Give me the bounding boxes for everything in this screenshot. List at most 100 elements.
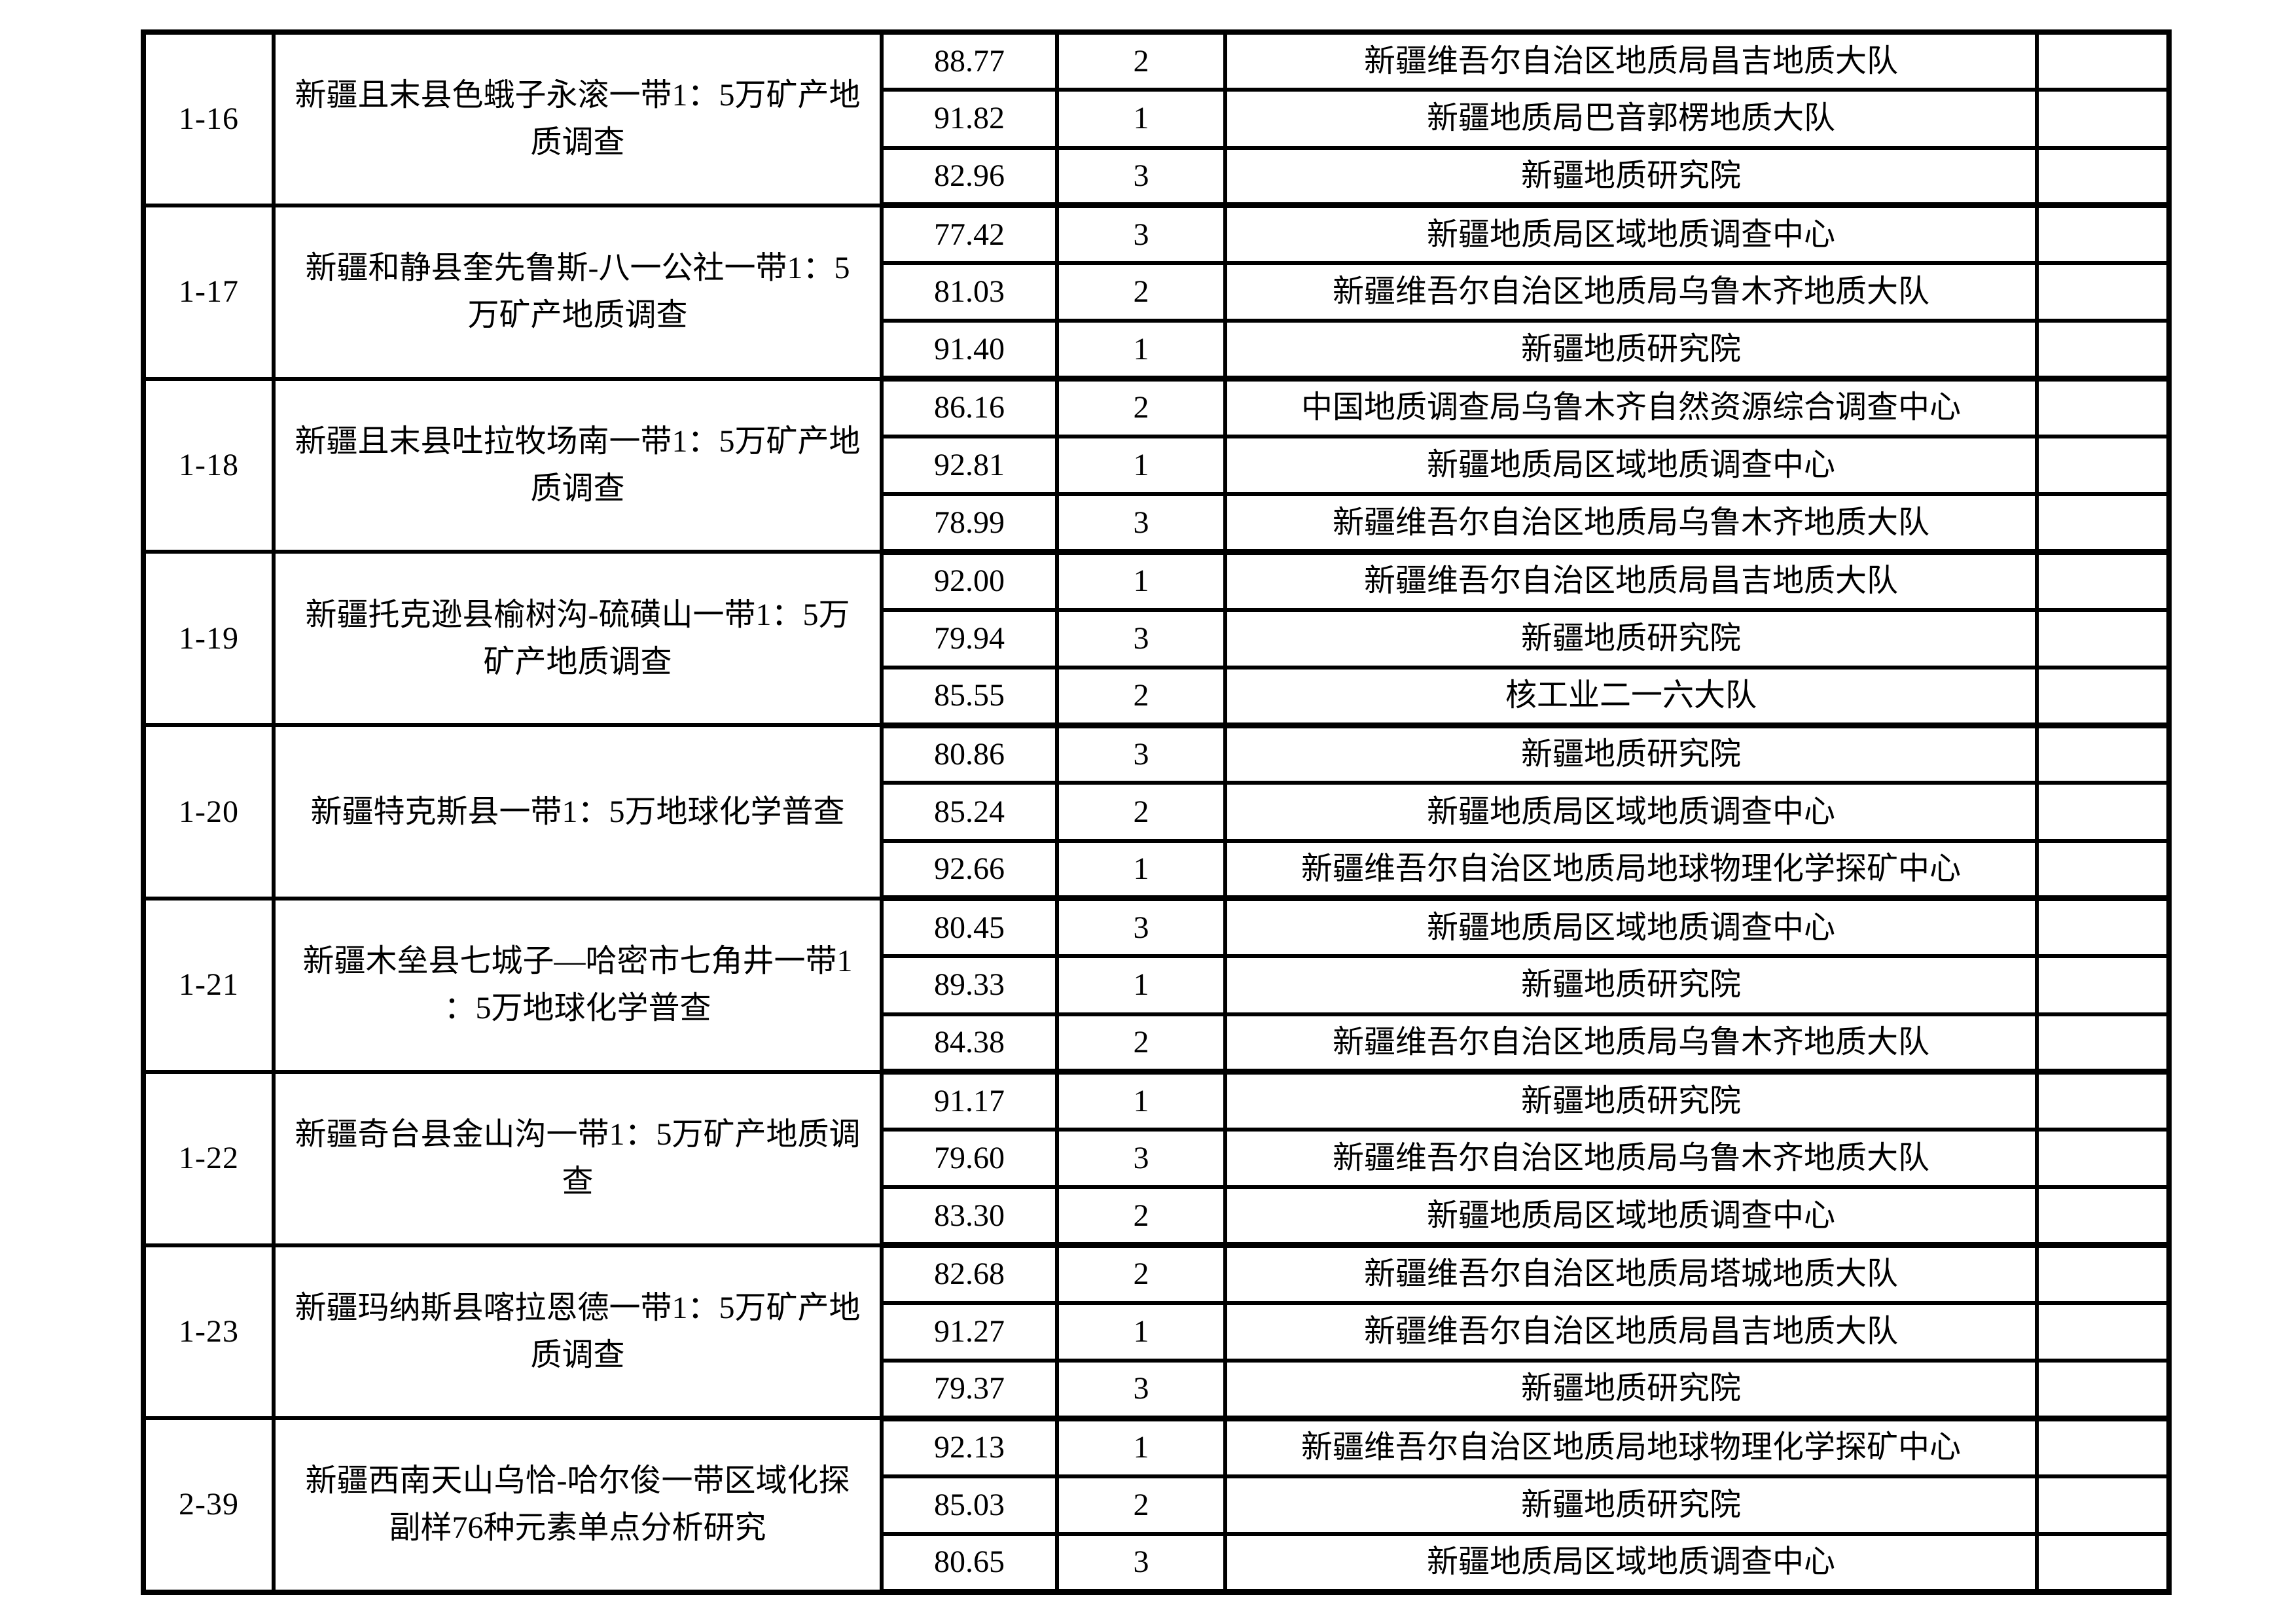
score-cell: 88.77 xyxy=(880,29,1059,92)
score-cell: 86.16 xyxy=(880,376,1059,438)
project-name-cell: 新疆且末县吐拉牧场南一带1：5万矿产地 质调查 xyxy=(272,376,884,554)
org-cell: 新疆维吾尔自治区地质局塔城地质大队 xyxy=(1223,1243,2039,1305)
remark-cell xyxy=(2035,376,2171,438)
remark-cell xyxy=(2035,665,2171,728)
rank-cell: 2 xyxy=(1055,376,1227,438)
project-name-cell: 新疆木垒县七城子—哈密市七角井一带1 ：5万地球化学普查 xyxy=(272,896,884,1074)
org-cell: 新疆维吾尔自治区地质局乌鲁木齐地质大队 xyxy=(1223,1128,2039,1190)
table-row: 91.82 1 新疆地质局巴音郭楞地质大队 xyxy=(143,88,2171,150)
rank-cell: 3 xyxy=(1055,607,1227,669)
project-id-cell: 1-20 xyxy=(141,723,276,901)
org-cell: 新疆地质研究院 xyxy=(1223,1359,2039,1421)
score-cell: 79.60 xyxy=(880,1128,1059,1190)
org-cell: 新疆维吾尔自治区地质局乌鲁木齐地质大队 xyxy=(1223,261,2039,323)
rank-cell: 2 xyxy=(1055,1243,1227,1305)
project-name-cell: 新疆奇台县金山沟一带1：5万矿产地质调 查 xyxy=(272,1069,884,1247)
remark-cell xyxy=(2035,550,2171,612)
org-cell: 中国地质调查局乌鲁木齐自然资源综合调查中心 xyxy=(1223,376,2039,438)
score-cell: 91.82 xyxy=(880,88,1059,150)
table-row: 83.30 2 新疆地质局区域地质调查中心 xyxy=(143,1185,2171,1249)
score-cell: 92.13 xyxy=(880,1416,1059,1478)
rank-cell: 3 xyxy=(1055,896,1227,959)
project-name-cell: 新疆玛纳斯县喀拉恩德一带1：5万矿产地 质调查 xyxy=(272,1243,884,1421)
org-cell: 新疆维吾尔自治区地质局乌鲁木齐地质大队 xyxy=(1223,492,2039,555)
org-cell: 新疆地质局区域地质调查中心 xyxy=(1223,1531,2039,1595)
score-cell: 92.66 xyxy=(880,838,1059,902)
remark-cell xyxy=(2035,1069,2171,1132)
score-cell: 92.81 xyxy=(880,434,1059,497)
org-cell: 新疆维吾尔自治区地质局地球物理化学探矿中心 xyxy=(1223,838,2039,902)
score-cell: 85.55 xyxy=(880,665,1059,728)
rank-cell: 1 xyxy=(1055,434,1227,497)
rank-cell: 1 xyxy=(1055,838,1227,902)
project-name-cell: 新疆西南天山乌恰-哈尔俊一带区域化探 副样76种元素单点分析研究 xyxy=(272,1416,884,1594)
table-row: 79.60 3 新疆维吾尔自治区地质局乌鲁木齐地质大队 xyxy=(143,1128,2171,1190)
score-cell: 91.17 xyxy=(880,1069,1059,1132)
remark-cell xyxy=(2035,1012,2171,1075)
score-cell: 79.37 xyxy=(880,1359,1059,1421)
project-id-cell: 1-17 xyxy=(141,203,276,381)
table-row: 79.37 3 新疆地质研究院 xyxy=(143,1359,2171,1421)
org-cell: 新疆维吾尔自治区地质局地球物理化学探矿中心 xyxy=(1223,1416,2039,1478)
project-id-cell: 2-39 xyxy=(141,1416,276,1594)
remark-cell xyxy=(2035,607,2171,669)
project-name-cell: 新疆和静县奎先鲁斯-八一公社一带1：5 万矿产地质调查 xyxy=(272,203,884,381)
rank-cell: 2 xyxy=(1055,261,1227,323)
remark-cell xyxy=(2035,723,2171,785)
score-cell: 80.86 xyxy=(880,723,1059,785)
project-id-cell: 1-22 xyxy=(141,1069,276,1247)
rank-cell: 1 xyxy=(1055,1416,1227,1478)
table-row: 91.40 1 新疆地质研究院 xyxy=(143,319,2171,382)
score-cell: 85.03 xyxy=(880,1474,1059,1536)
table-row: 1-16 新疆且末县色蛾子永滚一带1：5万矿产地 质调查 88.77 2 新疆维… xyxy=(141,29,2171,207)
table-row: 79.94 3 新疆地质研究院 xyxy=(143,607,2171,669)
remark-cell xyxy=(2035,1359,2171,1421)
org-cell: 新疆地质局区域地质调查中心 xyxy=(1223,434,2039,497)
org-cell: 新疆维吾尔自治区地质局昌吉地质大队 xyxy=(1223,550,2039,612)
score-cell: 83.30 xyxy=(880,1185,1059,1249)
remark-cell xyxy=(2035,896,2171,959)
rank-cell: 3 xyxy=(1055,723,1227,785)
remark-cell xyxy=(2035,434,2171,497)
org-cell: 新疆地质研究院 xyxy=(1223,1069,2039,1132)
table-row: 1-22 新疆奇台县金山沟一带1：5万矿产地质调 查 91.17 1 新疆地质研… xyxy=(141,1069,2171,1247)
org-cell: 新疆维吾尔自治区地质局乌鲁木齐地质大队 xyxy=(1223,1012,2039,1075)
rank-cell: 2 xyxy=(1055,781,1227,843)
remark-cell xyxy=(2035,1300,2171,1363)
score-cell: 91.27 xyxy=(880,1300,1059,1363)
table-row: 1-20 新疆特克斯县一带1：5万地球化学普查 80.86 3 新疆地质研究院 xyxy=(141,723,2171,901)
rank-cell: 1 xyxy=(1055,319,1227,382)
score-cell: 79.94 xyxy=(880,607,1059,669)
project-id-cell: 1-21 xyxy=(141,896,276,1074)
remark-cell xyxy=(2035,1531,2171,1595)
org-cell: 新疆地质局区域地质调查中心 xyxy=(1223,896,2039,959)
org-cell: 新疆地质研究院 xyxy=(1223,1474,2039,1536)
score-cell: 92.00 xyxy=(880,550,1059,612)
rank-cell: 1 xyxy=(1055,1300,1227,1363)
rank-cell: 2 xyxy=(1055,665,1227,728)
remark-cell xyxy=(2035,1474,2171,1536)
remark-cell xyxy=(2035,1243,2171,1305)
table-row: 1-21 新疆木垒县七城子—哈密市七角井一带1 ：5万地球化学普查 80.45 … xyxy=(141,896,2171,1074)
score-cell: 77.42 xyxy=(880,203,1059,266)
table-row: 85.24 2 新疆地质局区域地质调查中心 xyxy=(143,781,2171,843)
rank-cell: 1 xyxy=(1055,550,1227,612)
table-row: 81.03 2 新疆维吾尔自治区地质局乌鲁木齐地质大队 xyxy=(143,261,2171,323)
org-cell: 新疆地质研究院 xyxy=(1223,954,2039,1016)
project-name-cell: 新疆托克逊县榆树沟-硫磺山一带1：5万 矿产地质调查 xyxy=(272,550,884,728)
org-cell: 新疆维吾尔自治区地质局昌吉地质大队 xyxy=(1223,29,2039,92)
remark-cell xyxy=(2035,88,2171,150)
org-cell: 新疆地质局区域地质调查中心 xyxy=(1223,1185,2039,1249)
score-cell: 82.96 xyxy=(880,145,1059,209)
org-cell: 新疆地质研究院 xyxy=(1223,607,2039,669)
rank-cell: 2 xyxy=(1055,1185,1227,1249)
project-name-cell: 新疆特克斯县一带1：5万地球化学普查 xyxy=(272,723,884,901)
rank-cell: 1 xyxy=(1055,88,1227,150)
table-row: 1-19 新疆托克逊县榆树沟-硫磺山一带1：5万 矿产地质调查 92.00 1 … xyxy=(141,550,2171,728)
rank-cell: 1 xyxy=(1055,954,1227,1016)
remark-cell xyxy=(2035,838,2171,902)
project-id-cell: 1-16 xyxy=(141,30,276,207)
score-cell: 82.68 xyxy=(880,1243,1059,1305)
remark-cell xyxy=(2035,145,2171,209)
